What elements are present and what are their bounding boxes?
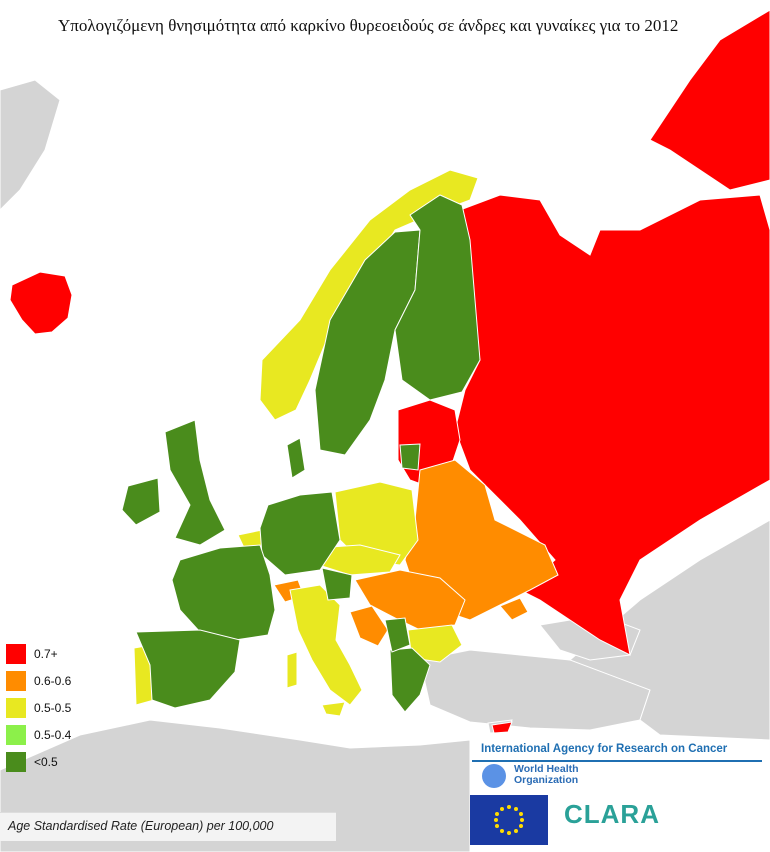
- countries-0-5: [133, 169, 479, 717]
- greenland-land: [0, 79, 61, 211]
- legend-item: 0.5-0.5: [6, 694, 71, 721]
- legend-label: 0.5-0.5: [34, 700, 72, 715]
- legend-label: <0.5: [34, 754, 58, 769]
- cyprus-region: [491, 721, 513, 734]
- legend-label: 0.7+: [34, 646, 58, 661]
- iarc-banner: International Agency for Research on Can…: [472, 740, 770, 762]
- who-name-line2: Organization: [514, 774, 579, 786]
- austria-slovenia-region: [321, 567, 353, 601]
- rate-caption: Age Standardised Rate (European) per 100…: [8, 819, 274, 833]
- great-britain-region: [164, 419, 226, 546]
- iarc-name: International Agency for Research on Can…: [481, 743, 728, 755]
- romania-hungary-region: [354, 569, 466, 631]
- lithuania-region: [399, 443, 421, 471]
- serbia-region: [384, 617, 411, 653]
- clara-wordmark: CLARA: [564, 799, 660, 829]
- clara-logo: CLARA: [550, 795, 660, 845]
- ireland-region: [121, 477, 161, 526]
- crimea-region: [499, 597, 529, 621]
- who-name: World Health Organization: [514, 764, 579, 786]
- legend-label: 0.6-0.6: [34, 673, 72, 688]
- who-emblem-icon: [482, 764, 506, 788]
- sicily-region: [321, 701, 346, 717]
- legend-item: 0.6-0.6: [6, 667, 71, 694]
- middle-east-land: [569, 519, 770, 741]
- norway-region: [259, 169, 479, 421]
- iarc-underline: [472, 760, 762, 762]
- legend-swatch: [6, 697, 26, 718]
- germany-region: [259, 491, 341, 576]
- legend-swatch: [6, 643, 26, 664]
- balkans-orange-region: [349, 605, 389, 647]
- denmark-region: [286, 437, 306, 479]
- legend-item: 0.5-0.4: [6, 721, 71, 748]
- who-banner: World Health Organization: [472, 762, 770, 792]
- eu-flag-icon: [470, 795, 548, 845]
- greece-region: [389, 647, 431, 713]
- who-name-line1: World Health: [514, 763, 579, 775]
- italy-region: [289, 584, 363, 706]
- map-title: Υπολογιζόμενη θνησιμότητα από καρκίνο θυ…: [58, 16, 679, 35]
- spain-region: [135, 629, 241, 709]
- legend-swatch: [6, 751, 26, 772]
- legend-swatch: [6, 670, 26, 691]
- russia-region: [454, 194, 770, 656]
- rate-caption-box: Age Standardised Rate (European) per 100…: [0, 812, 336, 841]
- legend-item: 0.7+: [6, 640, 71, 667]
- eu-stars-icon: [494, 805, 524, 835]
- france-region: [171, 544, 276, 641]
- poland-region: [334, 481, 419, 566]
- legend-label: 0.5-0.4: [34, 727, 72, 742]
- countries-below-0-5: [121, 194, 481, 713]
- legend: 0.7+ 0.6-0.6 0.5-0.5 0.5-0.4 <0.5: [6, 640, 71, 775]
- finland-region: [394, 194, 481, 401]
- belarus-ukraine-region: [404, 459, 559, 621]
- sardinia-yellow-region: [286, 651, 298, 689]
- countries-0-6: [273, 459, 559, 647]
- iceland-region: [9, 271, 73, 335]
- legend-item: <0.5: [6, 748, 71, 775]
- russia-arctic-region: [649, 9, 770, 191]
- legend-swatch: [6, 724, 26, 745]
